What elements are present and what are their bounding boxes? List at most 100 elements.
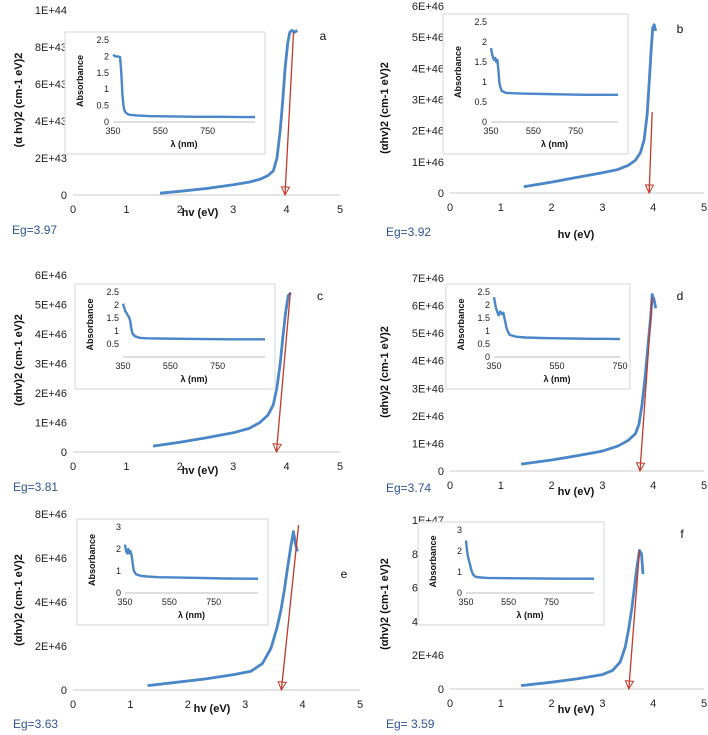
inset-y-tick-label: 3 [457,525,462,535]
y-tick-label: 5E+46 [35,300,67,312]
inset-y-tick-label: 2 [104,51,109,61]
y-tick-label: 3E+46 [412,95,444,107]
x-axis-label: hv (eV) [558,486,595,498]
x-tick-label: 2 [549,480,555,492]
inset-frame [76,518,269,626]
y-tick-label: 4E+43 [35,116,67,128]
inset-y-tick-label: 0 [116,588,121,598]
inset-y-tick-label: 1.5 [474,57,487,67]
inset-y-axis-label: Absorbance [75,55,85,107]
inset-x-axis-label: λ (nm) [517,610,544,620]
inset-absorbance-curve [123,544,258,580]
y-tick-label: 0 [438,188,444,200]
x-tick-label: 1 [498,202,504,214]
inset-y-tick-label: 1 [114,326,119,336]
inset-x-tick-label: 550 [163,361,178,371]
y-tick-label: 2E+43 [35,153,67,165]
inset-x-tick-label: 750 [210,361,225,371]
y-tick-label: 2E+46 [35,641,67,653]
inset-x-axis-label: λ (nm) [171,139,198,149]
inset-x-tick-label: 550 [549,361,564,371]
x-tick-label: 3 [230,461,236,473]
y-tick-label: 3E+46 [412,383,444,395]
x-tick-label: 2 [177,461,183,473]
inset-frame [442,13,629,155]
x-tick-label: 3 [242,699,248,711]
panel-label: e [341,567,348,581]
y-tick-label: 8E+43 [35,42,67,54]
x-axis-label: hv (eV) [194,703,231,715]
inset-x-axis-label: λ (nm) [178,610,205,620]
x-axis-label: hv (eV) [558,229,595,241]
y-tick-label: 0 [61,447,67,459]
y-axis-label: (αhv)2 (cm-1 eV)2 [13,554,25,646]
inset-y-tick-label: 1 [104,84,109,94]
x-tick-label: 0 [447,202,453,214]
y-tick-label: 1E+46 [35,418,67,430]
y-tick-label: 3E+46 [35,359,67,371]
x-axis-label: hv (eV) [182,207,219,219]
y-tick-label: 8E+46 [35,509,67,521]
inset-y-tick-label: 0.5 [96,101,109,111]
y-tick-label: 6E+46 [412,301,444,313]
x-tick-label: 0 [70,699,76,711]
inset-y-tick-label: 0 [485,352,490,362]
x-tick-label: 4 [284,204,290,216]
inset-y-tick-label: 3 [116,522,121,532]
y-tick-label: 2E+46 [412,411,444,423]
tangent-arrowhead [624,680,635,691]
x-tick-label: 5 [701,698,707,710]
x-tick-label: 5 [357,699,363,711]
panel-label: b [677,22,684,36]
inset-y-tick-label: 0.5 [477,339,490,349]
inset-x-tick-label: 350 [458,597,473,607]
inset-y-tick-label: 2.5 [474,17,487,27]
inset-x-tick-label: 350 [105,126,120,136]
y-tick-label: 1E+46 [412,438,444,450]
x-tick-label: 2 [549,202,555,214]
inset-x-tick-label: 550 [526,126,541,136]
y-tick-label: 4E+46 [35,597,67,609]
inset-x-tick-label: 350 [115,361,130,371]
inset-x-tick-label: 550 [162,597,177,607]
x-tick-label: 4 [650,480,656,492]
y-axis-label: (αhv)2 (cm-1 eV)2 [379,558,391,650]
band-gap-label: Eg= 3.59 [386,717,435,731]
tangent-line [648,111,653,194]
y-axis-label: (αhv)2 (cm-1 eV)2 [379,62,391,154]
y-tick-label: 2E+46 [412,126,444,138]
inset-y-tick-label: 1 [457,567,462,577]
absorption-curve [159,28,299,195]
inset-y-tick-label: 0 [457,588,462,598]
inset-frame [64,31,266,155]
inset-y-tick-label: 0 [104,117,109,127]
inset-absorbance-curve [492,296,621,341]
inset-absorbance-curve [464,540,594,580]
y-tick-label: 1E+46 [412,157,444,169]
inset-y-tick-label: 2 [485,300,490,310]
inset-x-tick-label: 750 [200,126,215,136]
inset-x-tick-label: 550 [501,597,516,607]
inset-y-axis-label: Absorbance [453,46,463,98]
tangent-arrowhead [280,186,291,197]
y-tick-label: 2E+46 [35,388,67,400]
y-tick-label: 2E+46 [412,650,444,662]
y-tick-label: 5E+46 [412,32,444,44]
y-tick-label: 1E+44 [35,5,67,17]
x-tick-label: 5 [337,204,343,216]
inset-absorbance-curve [121,303,265,341]
inset-y-tick-label: 2 [482,37,487,47]
band-gap-label: Eg=3.63 [13,717,58,731]
x-tick-label: 1 [498,698,504,710]
panel-c: 0 1E+46 2E+46 3E+46 4E+46 5E+46 6E+46 0 1 2 3 4 5 hv … [13,270,343,494]
inset-x-axis-label: λ (nm) [544,374,571,384]
inset-y-tick-label: 0 [482,117,487,127]
inset-y-axis-label: Absorbance [87,534,97,586]
inset-x-tick-label: 350 [117,597,132,607]
x-tick-label: 1 [127,699,133,711]
x-tick-label: 5 [337,461,343,473]
inset-x-tick-label: 750 [206,597,221,607]
